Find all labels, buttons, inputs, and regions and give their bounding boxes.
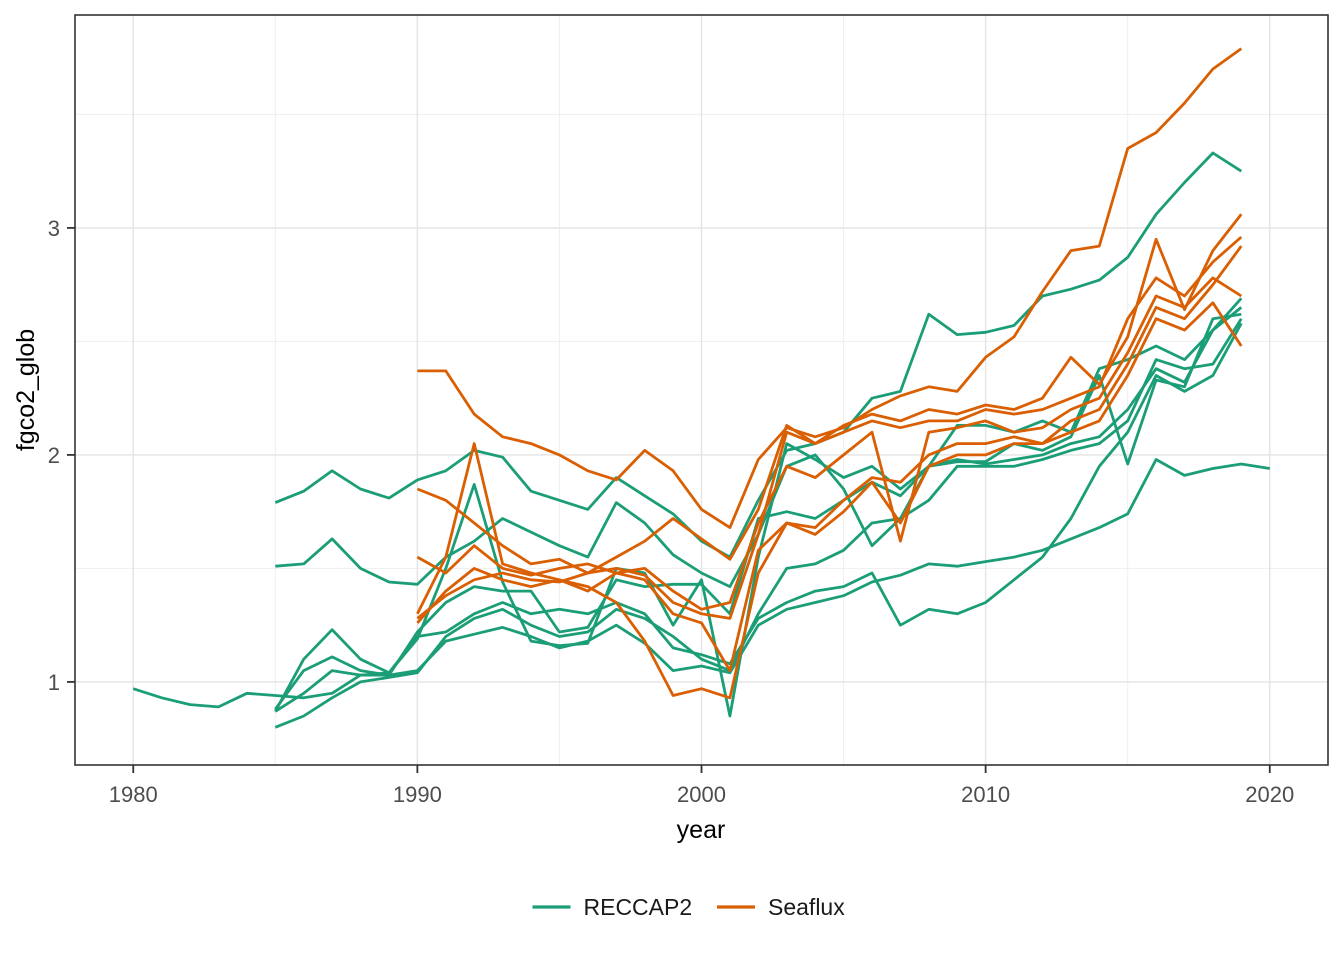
axis-ticks xyxy=(67,227,1271,773)
series-line-RECCAP2-2 xyxy=(274,151,1243,559)
x-tick-label-2000: 2000 xyxy=(677,782,726,807)
x-tick-label-2020: 2020 xyxy=(1245,782,1294,807)
series-lines xyxy=(132,47,1271,729)
series-line-RECCAP2-6 xyxy=(274,317,1243,729)
x-tick-label-2010: 2010 xyxy=(961,782,1010,807)
y-tick-label-3: 3 xyxy=(48,216,60,241)
x-tick-label-1990: 1990 xyxy=(393,782,442,807)
series-line-RECCAP2-5 xyxy=(274,306,1243,711)
x-axis-title: year xyxy=(677,816,726,844)
series-line-Seaflux-1 xyxy=(417,47,1243,529)
legend: RECCAP2 Seaflux xyxy=(532,894,845,920)
axis-tick-labels: 1980 1990 2000 2010 2020 1 2 3 xyxy=(48,216,1294,807)
x-tick-label-1980: 1980 xyxy=(109,782,158,807)
series-line-RECCAP2-7 xyxy=(274,322,1243,713)
series-line-RECCAP2-1 xyxy=(132,458,1271,709)
y-tick-label-2: 2 xyxy=(48,443,60,468)
series-line-Seaflux-6 xyxy=(416,276,1243,611)
series-line-Seaflux-5 xyxy=(416,245,1243,672)
series-line-Seaflux-3 xyxy=(416,301,1243,700)
major-gridlines xyxy=(75,15,1328,765)
y-axis-title: fgco2_glob xyxy=(12,329,40,451)
legend-label-RECCAP2: RECCAP2 xyxy=(584,894,693,920)
y-tick-label-1: 1 xyxy=(48,670,60,695)
legend-label-Seaflux: Seaflux xyxy=(768,894,845,920)
